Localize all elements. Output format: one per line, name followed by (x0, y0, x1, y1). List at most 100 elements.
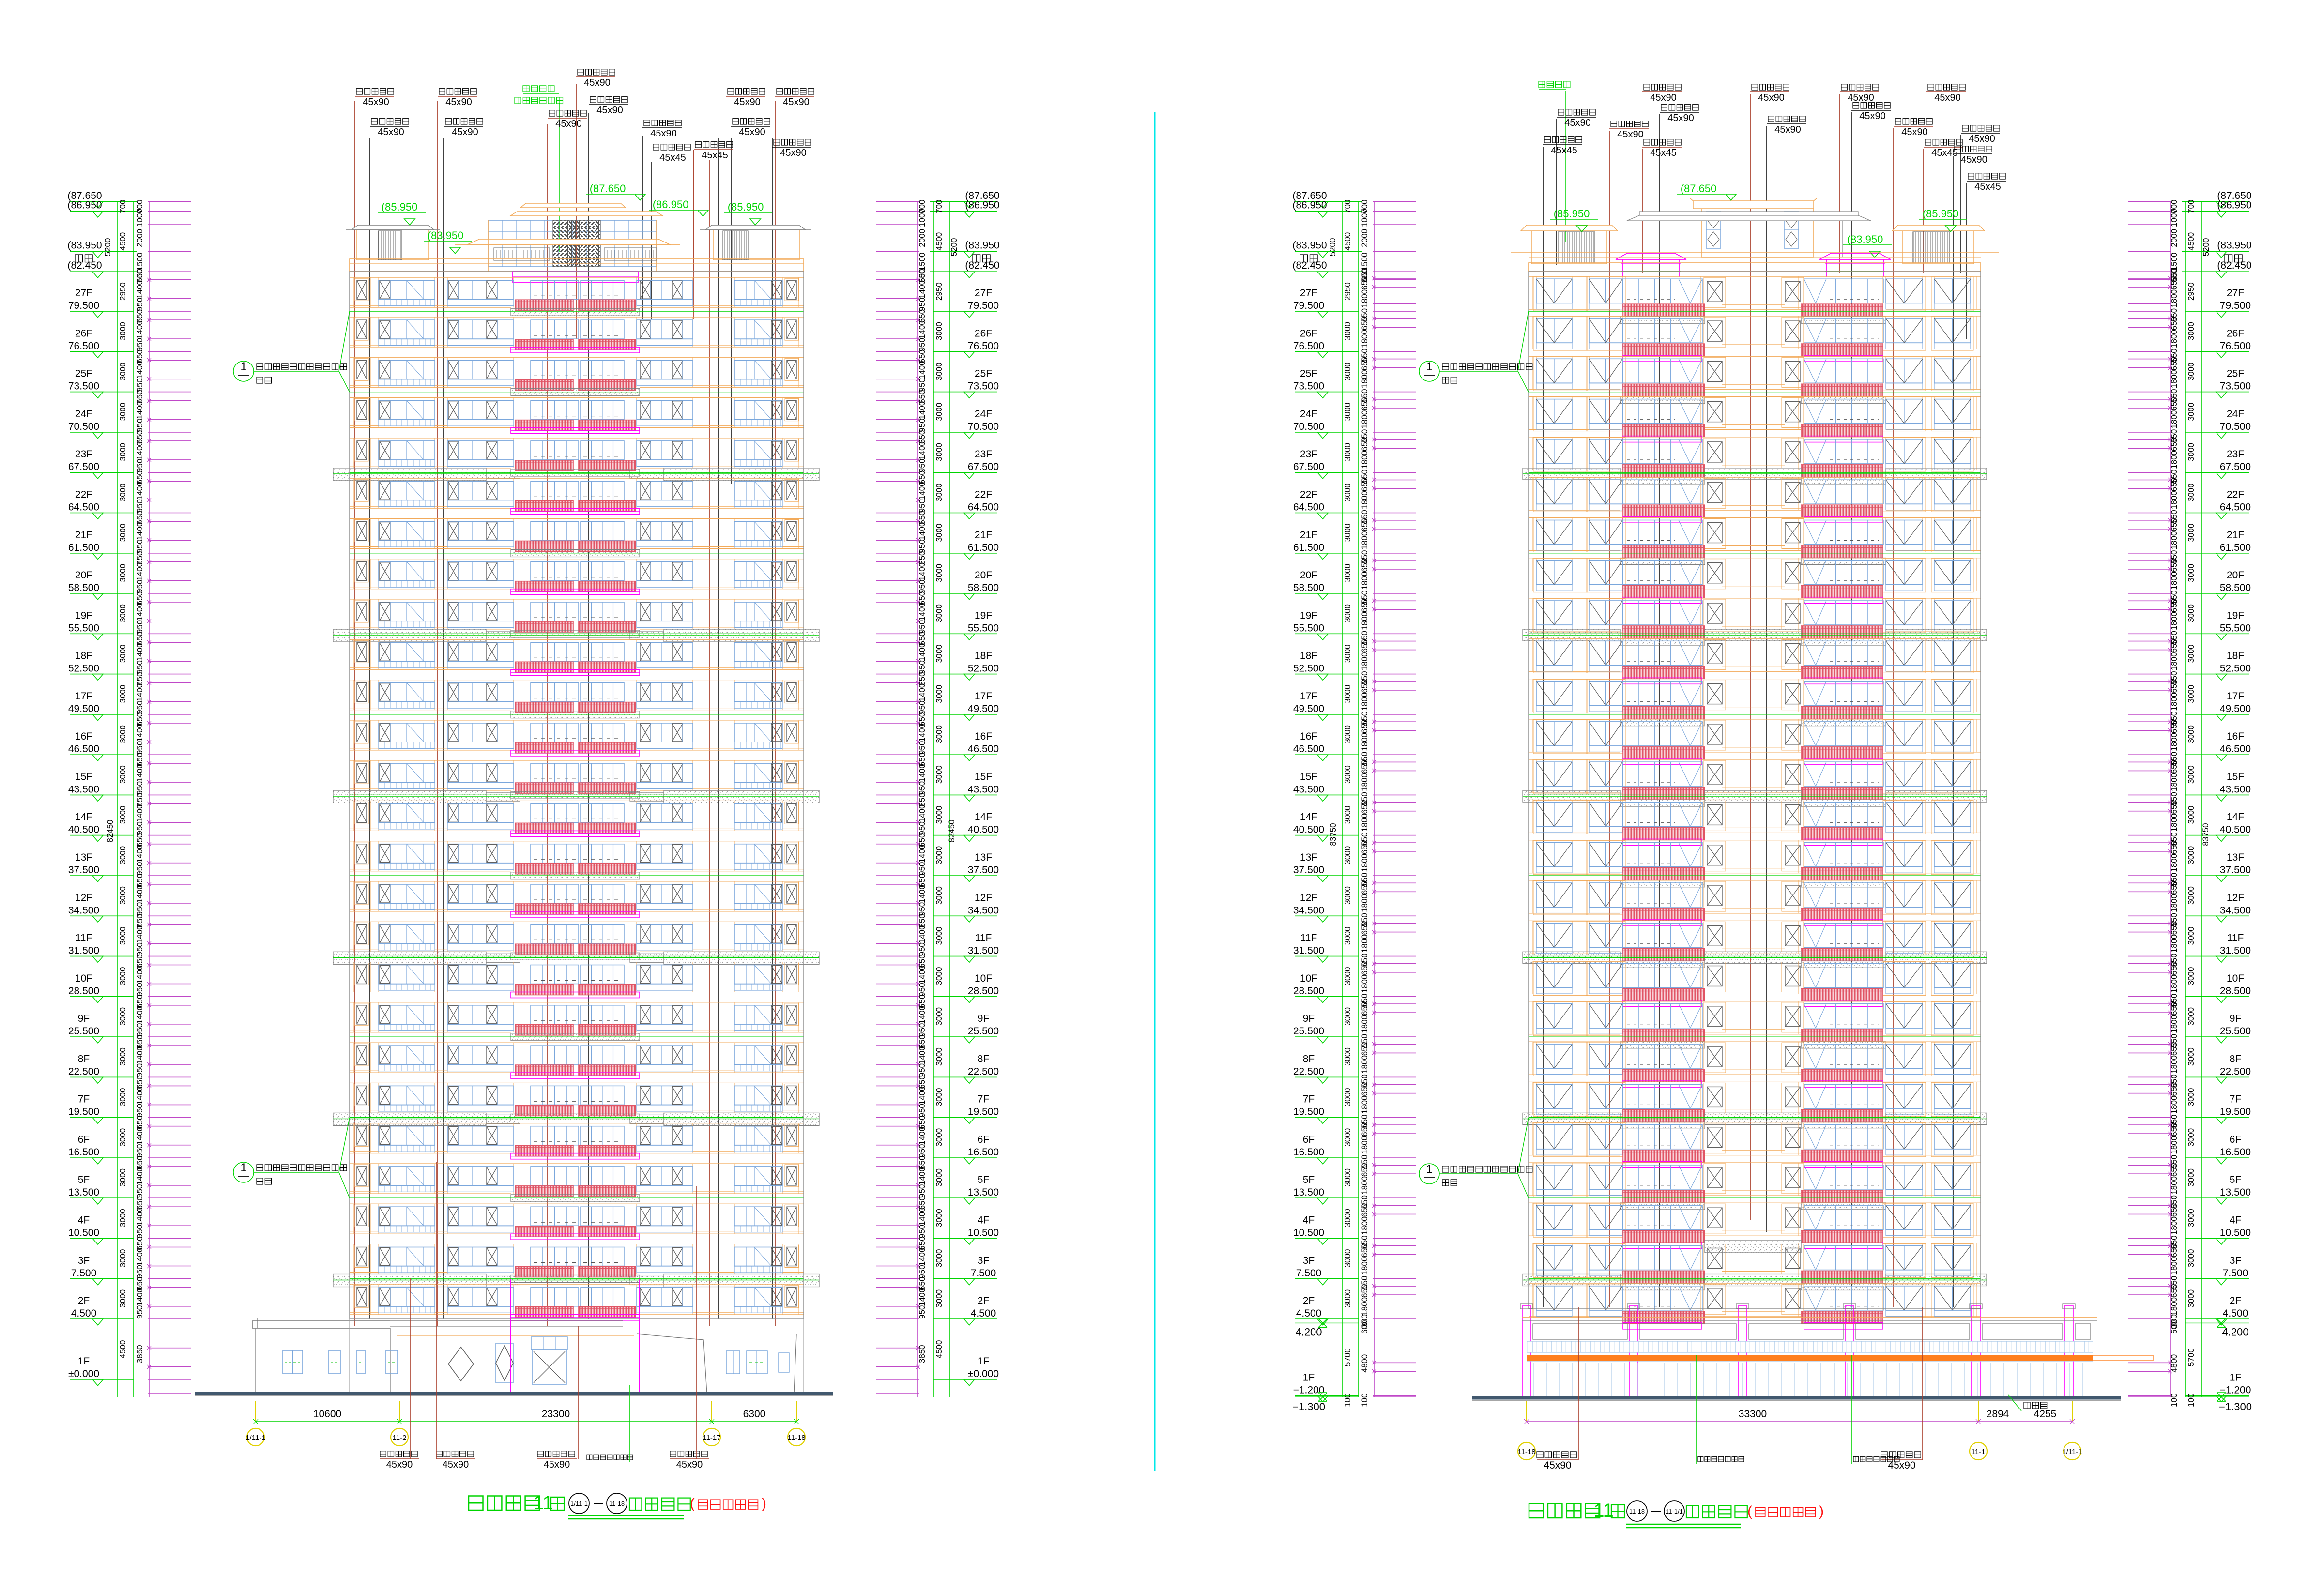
svg-text:950: 950 (135, 298, 144, 311)
svg-text:15F: 15F (2227, 771, 2244, 782)
svg-text:650: 650 (2170, 478, 2179, 491)
svg-text:650: 650 (1360, 559, 1369, 572)
svg-text:950: 950 (135, 418, 144, 432)
svg-text:950: 950 (917, 660, 927, 674)
svg-text:1400: 1400 (917, 885, 927, 903)
svg-text:300: 300 (1360, 1314, 1369, 1328)
svg-text:22F: 22F (2227, 489, 2244, 500)
svg-text:650: 650 (135, 672, 144, 685)
svg-text:950: 950 (135, 1063, 144, 1077)
svg-text:950: 950 (135, 902, 144, 916)
svg-text:31.500: 31.500 (2220, 945, 2251, 956)
svg-text:64.500: 64.500 (68, 502, 99, 513)
svg-text:(87.650: (87.650 (1292, 190, 1327, 201)
svg-text:45x90: 45x90 (783, 97, 810, 107)
svg-text:3000: 3000 (2186, 362, 2196, 380)
svg-text:650: 650 (135, 591, 144, 605)
svg-text:7.500: 7.500 (1296, 1268, 1322, 1279)
svg-text:25.500: 25.500 (1293, 1026, 1324, 1037)
svg-text:1400: 1400 (917, 603, 927, 621)
svg-text:1800: 1800 (1360, 894, 1369, 912)
svg-text:10F: 10F (75, 973, 92, 984)
svg-text:550: 550 (1360, 1074, 1369, 1088)
svg-text:550: 550 (2170, 833, 2179, 846)
svg-text:1800: 1800 (1360, 1216, 1369, 1235)
svg-text:100: 100 (1360, 1394, 1369, 1407)
svg-text:3000: 3000 (1343, 1209, 1352, 1227)
svg-text:1800: 1800 (2170, 934, 2179, 953)
svg-text:14F: 14F (975, 812, 992, 823)
svg-text:58.500: 58.500 (2220, 582, 2251, 593)
svg-text:3000: 3000 (118, 1249, 127, 1268)
svg-text:17F: 17F (2227, 691, 2244, 702)
svg-text:3000: 3000 (2186, 1249, 2196, 1268)
svg-text:26F: 26F (2227, 328, 2244, 339)
svg-text:3F: 3F (978, 1255, 990, 1266)
svg-text:550: 550 (1360, 1276, 1369, 1289)
svg-text:3000: 3000 (934, 1128, 944, 1147)
svg-text:1400: 1400 (917, 1127, 927, 1145)
svg-text:4.500: 4.500 (2223, 1308, 2248, 1319)
svg-text:31.500: 31.500 (968, 945, 999, 956)
svg-text:43.500: 43.500 (1293, 784, 1324, 795)
svg-text:650: 650 (917, 551, 927, 565)
svg-text:650: 650 (1360, 518, 1369, 531)
svg-text:5F: 5F (78, 1174, 90, 1185)
svg-text:550: 550 (1360, 389, 1369, 402)
svg-text:46.500: 46.500 (968, 743, 999, 755)
svg-text:20F: 20F (975, 570, 992, 581)
svg-text:10.500: 10.500 (2220, 1227, 2251, 1239)
svg-text:3000: 3000 (118, 1088, 127, 1106)
svg-text:1400: 1400 (135, 1207, 144, 1226)
svg-text:1800: 1800 (1360, 451, 1369, 469)
svg-text:45x90: 45x90 (1758, 92, 1785, 103)
svg-text:3000: 3000 (934, 362, 944, 380)
svg-text:46.500: 46.500 (68, 743, 99, 755)
svg-text:3000: 3000 (1343, 725, 1352, 743)
svg-text:1400: 1400 (917, 845, 927, 863)
svg-text:61.500: 61.500 (968, 542, 999, 553)
svg-text:20F: 20F (1300, 570, 1317, 581)
svg-text:12F: 12F (975, 892, 992, 903)
svg-text:650: 650 (1360, 1284, 1369, 1298)
svg-text:46.500: 46.500 (2220, 743, 2251, 755)
svg-text:3000: 3000 (2186, 1209, 2196, 1227)
svg-text:950: 950 (135, 741, 144, 755)
svg-text:600: 600 (1360, 1320, 1369, 1334)
svg-text:2950: 2950 (934, 282, 944, 301)
svg-text:3000: 3000 (2186, 1047, 2196, 1066)
svg-text:61.500: 61.500 (1293, 542, 1324, 553)
svg-text:700: 700 (2186, 199, 2196, 213)
svg-text:950: 950 (917, 580, 927, 593)
svg-text:3000: 3000 (934, 1249, 944, 1268)
svg-text:1F: 1F (1303, 1372, 1315, 1383)
svg-text:1800: 1800 (1360, 1176, 1369, 1195)
svg-text:650: 650 (135, 995, 144, 1008)
svg-text:650: 650 (2170, 921, 2179, 935)
svg-text:650: 650 (1360, 760, 1369, 773)
svg-text:45x90: 45x90 (386, 1459, 413, 1470)
svg-text:650: 650 (917, 753, 927, 766)
svg-text:37.500: 37.500 (1293, 864, 1324, 876)
svg-text:650: 650 (917, 511, 927, 524)
svg-text:4800: 4800 (2170, 1354, 2179, 1373)
svg-text:650: 650 (2170, 800, 2179, 814)
svg-text:19F: 19F (1300, 610, 1317, 621)
svg-text:37.500: 37.500 (968, 864, 999, 876)
svg-text:(85.950: (85.950 (382, 201, 418, 213)
svg-text:650: 650 (1360, 720, 1369, 733)
svg-text:45x90: 45x90 (1901, 127, 1928, 137)
svg-text:950: 950 (135, 620, 144, 634)
svg-text:18F: 18F (2227, 651, 2244, 662)
svg-text:45x90: 45x90 (1859, 111, 1886, 121)
svg-text:1800: 1800 (2170, 572, 2179, 590)
svg-text:650: 650 (917, 1116, 927, 1129)
svg-text:650: 650 (2170, 679, 2179, 693)
svg-text:550: 550 (1360, 591, 1369, 604)
svg-text:3000: 3000 (118, 362, 127, 380)
svg-text:45x90: 45x90 (584, 77, 611, 88)
svg-text:3000: 3000 (934, 805, 944, 824)
svg-text:1800: 1800 (1360, 1095, 1369, 1114)
svg-text:650: 650 (135, 954, 144, 968)
svg-text:1800: 1800 (2170, 370, 2179, 388)
